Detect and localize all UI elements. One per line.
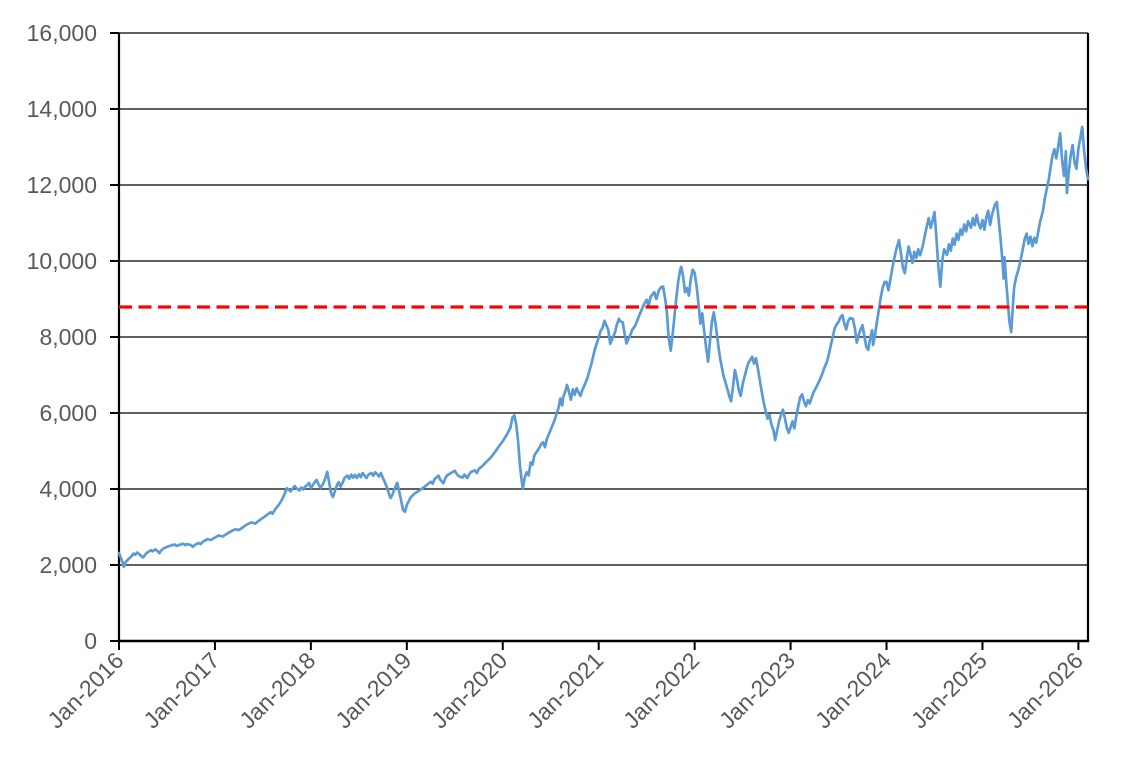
x-tick-label: Jan-2025 <box>906 647 992 733</box>
x-tick-label: Jan-2018 <box>234 647 320 733</box>
y-tick-label: 14,000 <box>27 96 97 122</box>
x-tick-label: Jan-2019 <box>330 647 416 733</box>
x-tick-label: Jan-2023 <box>714 647 800 733</box>
y-tick-label: 8,000 <box>39 324 97 350</box>
x-axis-ticks <box>118 641 1080 650</box>
y-tick-label: 6,000 <box>39 400 97 426</box>
y-tick-label: 0 <box>84 628 97 654</box>
y-axis-ticks <box>110 32 119 642</box>
x-axis-labels: Jan-2016 Jan-2017 Jan-2018 Jan-2019 Jan-2020… <box>42 647 1088 733</box>
gridlines <box>119 32 1088 566</box>
x-tick-label: Jan-2026 <box>1002 647 1088 733</box>
y-axis-labels: 0 2,000 4,000 6,000 8,000 10,000 12,000 14,000 1… <box>27 20 97 654</box>
x-tick-label: Jan-2024 <box>810 647 896 733</box>
x-tick-label: Jan-2022 <box>618 647 704 733</box>
y-tick-label: 16,000 <box>27 20 97 46</box>
x-tick-label: Jan-2020 <box>426 647 512 733</box>
y-tick-label: 2,000 <box>39 552 97 578</box>
y-tick-label: 12,000 <box>27 172 97 198</box>
x-tick-label: Jan-2021 <box>522 647 608 733</box>
y-tick-label: 10,000 <box>27 248 97 274</box>
x-tick-label: Jan-2017 <box>138 647 224 733</box>
x-tick-label: Jan-2016 <box>42 647 128 733</box>
index-level-line <box>117 125 1090 569</box>
y-tick-label: 4,000 <box>39 476 97 502</box>
